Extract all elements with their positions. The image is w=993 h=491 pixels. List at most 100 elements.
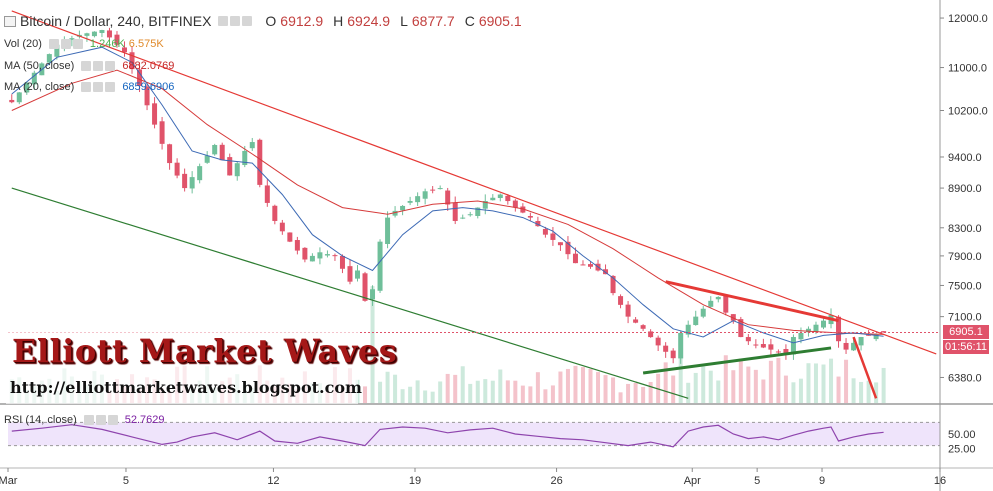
candle-body bbox=[339, 255, 345, 269]
candle-body bbox=[805, 328, 811, 333]
candle-body bbox=[475, 207, 481, 216]
volume-bar bbox=[378, 381, 383, 403]
volume-bar bbox=[836, 376, 841, 403]
candle-body bbox=[633, 319, 639, 323]
eye-icon[interactable] bbox=[81, 82, 92, 92]
candle-body bbox=[640, 325, 646, 329]
candle-body bbox=[618, 296, 624, 305]
ma20-buttons[interactable] bbox=[81, 82, 116, 92]
volume-bar bbox=[603, 375, 608, 403]
candle-body bbox=[106, 30, 112, 38]
ma50-buttons[interactable] bbox=[81, 61, 116, 71]
x-tick-label: 12 bbox=[267, 475, 279, 487]
candle-body bbox=[129, 52, 135, 70]
rsi-buttons[interactable] bbox=[83, 415, 118, 425]
volume-bar bbox=[385, 371, 390, 403]
close-icon[interactable] bbox=[242, 16, 253, 26]
volume-bar bbox=[363, 386, 368, 403]
collapse-toggle-icon[interactable] bbox=[4, 15, 16, 27]
candle-body bbox=[16, 92, 22, 103]
volume-bar bbox=[761, 379, 766, 403]
close-icon[interactable] bbox=[72, 39, 83, 49]
volume-bar bbox=[776, 357, 781, 403]
volume-bar bbox=[550, 385, 555, 403]
candle-body bbox=[610, 275, 616, 294]
candle-body bbox=[204, 155, 210, 163]
settings-icon[interactable] bbox=[230, 16, 241, 26]
volume-bar bbox=[881, 367, 886, 403]
volume-bar bbox=[565, 368, 570, 403]
eye-icon[interactable] bbox=[48, 39, 59, 49]
volume-bar bbox=[370, 286, 375, 403]
volume-bar bbox=[633, 382, 638, 403]
watermark-banner: Elliott Market Waves http://elliottmarke… bbox=[6, 330, 397, 404]
candle-body bbox=[347, 266, 353, 282]
volume-bar bbox=[641, 386, 646, 403]
volume-bar bbox=[626, 383, 631, 403]
candle-body bbox=[535, 220, 541, 227]
eye-icon[interactable] bbox=[218, 16, 229, 26]
x-tick-label: 26 bbox=[550, 475, 562, 487]
settings-icon[interactable] bbox=[95, 415, 106, 425]
volume-bar bbox=[851, 378, 856, 403]
volume-bar bbox=[859, 381, 864, 403]
candle-body bbox=[227, 157, 233, 176]
volume-bar bbox=[708, 370, 713, 403]
vol-buttons[interactable] bbox=[48, 39, 83, 49]
candle-body bbox=[152, 103, 158, 125]
rsi-tick-label: 50.00 bbox=[948, 429, 976, 441]
candle-body bbox=[798, 332, 804, 340]
x-tick-label: 5 bbox=[754, 475, 760, 487]
candle-body bbox=[430, 189, 436, 191]
candle-body bbox=[445, 190, 451, 205]
candle-body bbox=[527, 216, 533, 218]
y-tick-label: 6380.0 bbox=[948, 372, 982, 384]
settings-icon[interactable] bbox=[93, 82, 104, 92]
settings-icon[interactable] bbox=[93, 61, 104, 71]
volume-bar bbox=[716, 380, 721, 403]
volume-bar bbox=[723, 355, 728, 403]
vol-value-1: 1.246K bbox=[89, 38, 125, 50]
low-value: 6877.7 bbox=[411, 13, 455, 29]
volume-bar bbox=[513, 380, 518, 403]
volume-bar bbox=[618, 392, 623, 403]
close-icon[interactable] bbox=[107, 415, 118, 425]
symbol-title: Bitcoin / Dollar, 240, BITFINEX bbox=[20, 13, 212, 29]
candle-body bbox=[460, 217, 466, 219]
candle-body bbox=[332, 255, 338, 257]
volume-bar bbox=[535, 372, 540, 403]
volume-bar bbox=[596, 372, 601, 403]
candle-body bbox=[512, 200, 518, 208]
candle-body bbox=[738, 319, 744, 338]
x-tick-label: 5 bbox=[123, 475, 129, 487]
candle-body bbox=[730, 314, 736, 321]
ma20-line bbox=[11, 46, 884, 344]
candle-body bbox=[768, 344, 774, 350]
settings-icon[interactable] bbox=[60, 39, 71, 49]
close-icon[interactable] bbox=[105, 82, 116, 92]
candle-body bbox=[565, 241, 571, 255]
y-tick-label: 7900.0 bbox=[948, 251, 982, 263]
ma20-label: MA (20, close) bbox=[4, 81, 75, 93]
eye-icon[interactable] bbox=[83, 415, 94, 425]
eye-icon[interactable] bbox=[81, 61, 92, 71]
candle-body bbox=[84, 33, 90, 36]
y-tick-label: 10200.0 bbox=[948, 106, 988, 118]
volume-bar bbox=[483, 379, 488, 403]
candle-body bbox=[497, 194, 503, 199]
close-value: 6905.1 bbox=[478, 13, 522, 29]
close-icon[interactable] bbox=[105, 61, 116, 71]
candle-body bbox=[144, 86, 150, 106]
legend-buttons[interactable] bbox=[218, 16, 253, 26]
candle-body bbox=[234, 163, 240, 177]
volume-bar bbox=[821, 364, 826, 403]
candle-body bbox=[572, 253, 578, 264]
volume-bar bbox=[393, 374, 398, 403]
candle-body bbox=[866, 334, 872, 336]
candle-body bbox=[520, 206, 526, 213]
open-label: O bbox=[265, 13, 277, 29]
symbol-legend: Bitcoin / Dollar, 240, BITFINEX O 6912.9 … bbox=[4, 13, 522, 29]
candle-body bbox=[137, 69, 143, 86]
